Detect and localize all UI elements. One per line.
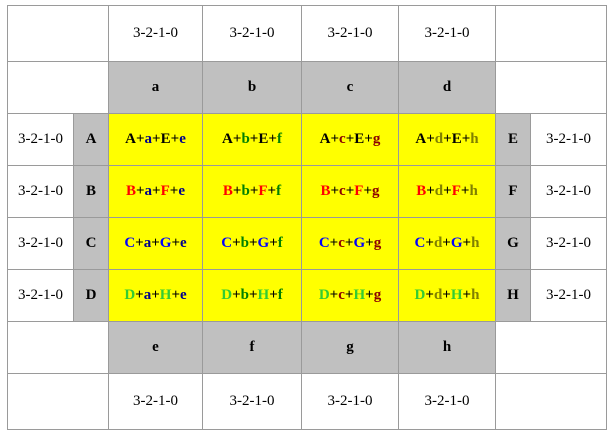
corner-top-right — [495, 5, 607, 62]
column-header-d: d — [398, 61, 496, 114]
corner-mid-left — [7, 61, 109, 114]
countdown-bottom-4: 3-2-1-0 — [398, 373, 496, 430]
formula-grid: 3-2-1-0 3-2-1-0 3-2-1-0 3-2-1-0 a b c d … — [7, 5, 607, 430]
countdown-bottom-3: 3-2-1-0 — [301, 373, 399, 430]
corner-top-left — [7, 5, 109, 62]
countdown-top-3: 3-2-1-0 — [301, 5, 399, 62]
corner-bottom-mid-left — [7, 321, 109, 374]
cell-C-b: C+b+G+f — [202, 217, 302, 270]
row-label-F: F — [495, 165, 531, 218]
countdown-left-4: 3-2-1-0 — [7, 269, 74, 322]
cell-D-d: D+d+H+h — [398, 269, 496, 322]
row-label-D: D — [73, 269, 109, 322]
cell-B-c: B+c+F+g — [301, 165, 399, 218]
row-label-G: G — [495, 217, 531, 270]
row-label-A: A — [73, 113, 109, 166]
row-label-B: B — [73, 165, 109, 218]
corner-bottom-mid-right — [495, 321, 607, 374]
cell-C-d: C+d+G+h — [398, 217, 496, 270]
countdown-top-4: 3-2-1-0 — [398, 5, 496, 62]
cell-D-c: D+c+H+g — [301, 269, 399, 322]
countdown-bottom-2: 3-2-1-0 — [202, 373, 302, 430]
countdown-right-1: 3-2-1-0 — [530, 113, 607, 166]
cell-A-a: A+a+E+e — [108, 113, 203, 166]
cell-B-b: B+b+F+f — [202, 165, 302, 218]
countdown-top-2: 3-2-1-0 — [202, 5, 302, 62]
cell-D-a: D+a+H+e — [108, 269, 203, 322]
cell-B-d: B+d+F+h — [398, 165, 496, 218]
cell-A-b: A+b+E+f — [202, 113, 302, 166]
cell-B-a: B+a+F+e — [108, 165, 203, 218]
countdown-bottom-1: 3-2-1-0 — [108, 373, 203, 430]
column-header-h: h — [398, 321, 496, 374]
column-header-g: g — [301, 321, 399, 374]
column-header-b: b — [202, 61, 302, 114]
cell-C-a: C+a+G+e — [108, 217, 203, 270]
corner-bottom-right — [495, 373, 607, 430]
cell-C-c: C+c+G+g — [301, 217, 399, 270]
row-label-E: E — [495, 113, 531, 166]
countdown-right-4: 3-2-1-0 — [530, 269, 607, 322]
row-label-H: H — [495, 269, 531, 322]
column-header-c: c — [301, 61, 399, 114]
cell-A-d: A+d+E+h — [398, 113, 496, 166]
corner-mid-right — [495, 61, 607, 114]
countdown-right-2: 3-2-1-0 — [530, 165, 607, 218]
column-header-e: e — [108, 321, 203, 374]
corner-bottom-left — [7, 373, 109, 430]
countdown-left-3: 3-2-1-0 — [7, 217, 74, 270]
cell-D-b: D+b+H+f — [202, 269, 302, 322]
row-label-C: C — [73, 217, 109, 270]
countdown-right-3: 3-2-1-0 — [530, 217, 607, 270]
countdown-left-1: 3-2-1-0 — [7, 113, 74, 166]
countdown-top-1: 3-2-1-0 — [108, 5, 203, 62]
countdown-left-2: 3-2-1-0 — [7, 165, 74, 218]
column-header-a: a — [108, 61, 203, 114]
column-header-f: f — [202, 321, 302, 374]
cell-A-c: A+c+E+g — [301, 113, 399, 166]
